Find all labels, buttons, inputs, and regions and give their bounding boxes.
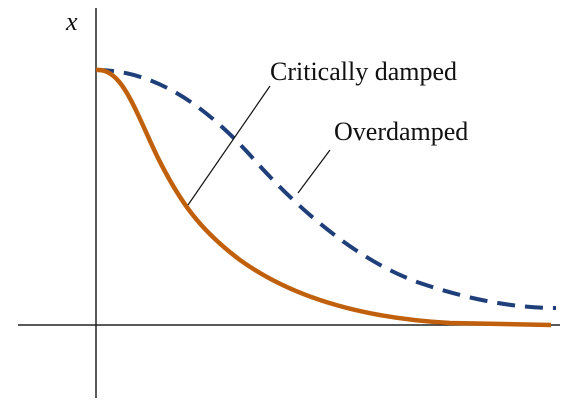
critically-damped-curve <box>95 67 552 328</box>
leader-line <box>187 85 271 206</box>
critically-damped-label: Critically damped <box>270 57 457 86</box>
leader-line <box>297 149 331 194</box>
axis-label: x <box>65 7 78 36</box>
overdamped-curve <box>95 68 557 310</box>
overdamped-label: Overdamped <box>334 117 468 146</box>
